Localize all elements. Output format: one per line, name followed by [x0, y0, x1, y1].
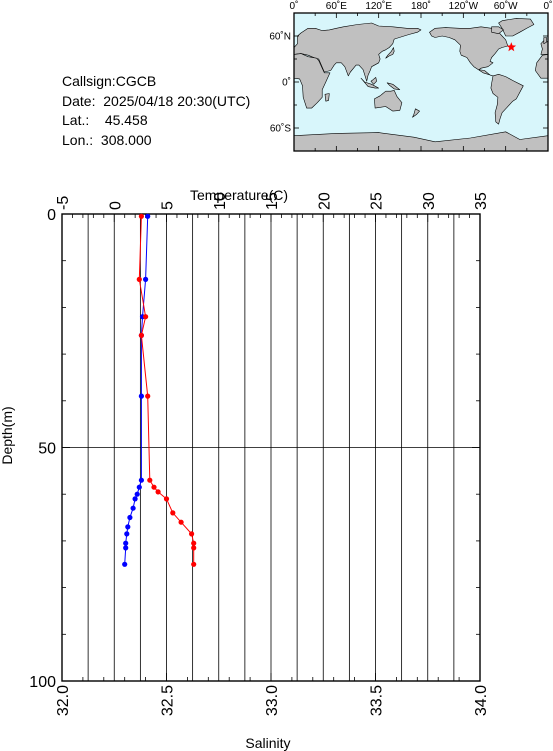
land-north-america [429, 26, 509, 77]
temperature-tick-label: 25 [369, 192, 386, 210]
temperature-tick-label: 35 [473, 192, 490, 210]
lon-label: Lon.: [62, 131, 94, 148]
land-indonesia [360, 77, 380, 89]
salinity-tick-label: 32.5 [160, 685, 177, 716]
land-japan [385, 47, 395, 59]
salinity-point [151, 484, 157, 490]
land-madagascar [324, 93, 330, 102]
depth-tick-label: 100 [29, 674, 56, 691]
temperature-point [145, 213, 151, 219]
temperature-tick-label: 5 [160, 201, 177, 210]
land-greenland [498, 18, 535, 37]
land-borneo [370, 77, 377, 85]
salinity-point [138, 213, 144, 219]
land-south-america [490, 74, 524, 125]
salinity-point [191, 545, 197, 551]
map-lon-label: 60˚W [494, 0, 518, 12]
salinity-point [170, 510, 176, 516]
land-new-guinea [386, 82, 401, 90]
temperature-point [132, 496, 138, 502]
salinity-point [178, 519, 184, 525]
temperature-point [138, 393, 144, 399]
lat-row: Lat.: 45.458 [62, 111, 250, 131]
salinity-tick-label: 32.0 [55, 685, 72, 716]
map-lon-label: 180˚ [411, 0, 431, 12]
callsign-row: Callsign:CGCB [62, 72, 250, 92]
land-uk [543, 37, 547, 45]
land-australia [374, 90, 403, 112]
salinity-axis-title: Salinity [245, 735, 290, 751]
station-info: Callsign:CGCB Date: 2025/04/18 20:30(UTC… [62, 72, 250, 150]
salinity-point [189, 531, 195, 537]
salinity-point [191, 540, 197, 546]
lon-row: Lon.: 308.000 [62, 131, 250, 151]
salinity-point [136, 276, 142, 282]
callsign-value: CGCB [115, 73, 157, 89]
date-row: Date: 2025/04/18 20:30(UTC) [62, 92, 250, 112]
station-marker-star-icon [506, 42, 517, 52]
lat-label: Lat.: [62, 112, 90, 128]
salinity-point [191, 561, 197, 567]
date-value: 2025/04/18 20:30(UTC) [103, 92, 251, 109]
temperature-axis-title: Temperature(C) [190, 187, 288, 203]
salinity-point [138, 332, 144, 338]
temperature-point [127, 514, 133, 521]
salinity-point [143, 314, 149, 320]
salinity-point [163, 496, 170, 502]
lat-value: 45.458 [104, 112, 148, 128]
land-baffin [491, 26, 504, 35]
temperature-point [134, 491, 140, 497]
depth-tick-label: 50 [38, 441, 56, 458]
temperature-point [124, 531, 130, 537]
lon-value: 308.000 [100, 131, 152, 148]
world-map: 0˚ 60˚E 120˚E 180˚ 120˚W 60˚W 0˚ 60˚N 0˚ 60˚S [269, 0, 553, 152]
salinity-point [155, 489, 161, 495]
depth-tick-label: 0 [47, 207, 56, 224]
temperature-point [138, 477, 144, 483]
temperature-tick-label: 30 [421, 192, 438, 210]
land-africa [293, 53, 331, 109]
temperature-point [123, 545, 129, 551]
salinity-tick-label: 33.0 [264, 685, 281, 716]
salinity-point [147, 477, 153, 483]
temperature-point [123, 540, 129, 546]
callsign-label: Callsign: [62, 73, 116, 89]
date-label: Date: [62, 92, 96, 109]
salinity-tick-label: 33.5 [369, 685, 386, 716]
temperature-profile-line [124, 216, 149, 565]
temperature-tick-label: 10 [212, 192, 229, 210]
temperature-tick-label: -5 [55, 196, 72, 210]
temperature-tick-label: 20 [316, 192, 333, 210]
map-lon-label: 0˚ [290, 0, 299, 12]
map-lat-label: 60˚S [270, 123, 291, 135]
salinity-tick-label: 34.0 [473, 685, 490, 716]
salinity-point [145, 393, 151, 399]
map-lon-label: 120˚E [365, 0, 392, 12]
depth-axis-title: Depth(m) [0, 406, 15, 464]
map-lon-label: 0˚ [544, 0, 553, 12]
temperature-point [130, 505, 136, 511]
land-new-zealand [412, 108, 420, 118]
temperature-point [136, 484, 142, 490]
temperature-tick-label: 0 [107, 201, 124, 210]
land-eurasia [293, 22, 422, 82]
temperature-point [143, 276, 149, 282]
map-lon-label: 120˚W [449, 0, 479, 12]
temperature-point [125, 524, 131, 530]
temperature-tick-label: 15 [264, 192, 281, 210]
temperature-point [122, 561, 128, 567]
map-lat-label: 0˚ [282, 77, 291, 89]
map-lon-label: 60˚E [326, 0, 347, 12]
map-lat-label: 60˚N [269, 31, 291, 43]
